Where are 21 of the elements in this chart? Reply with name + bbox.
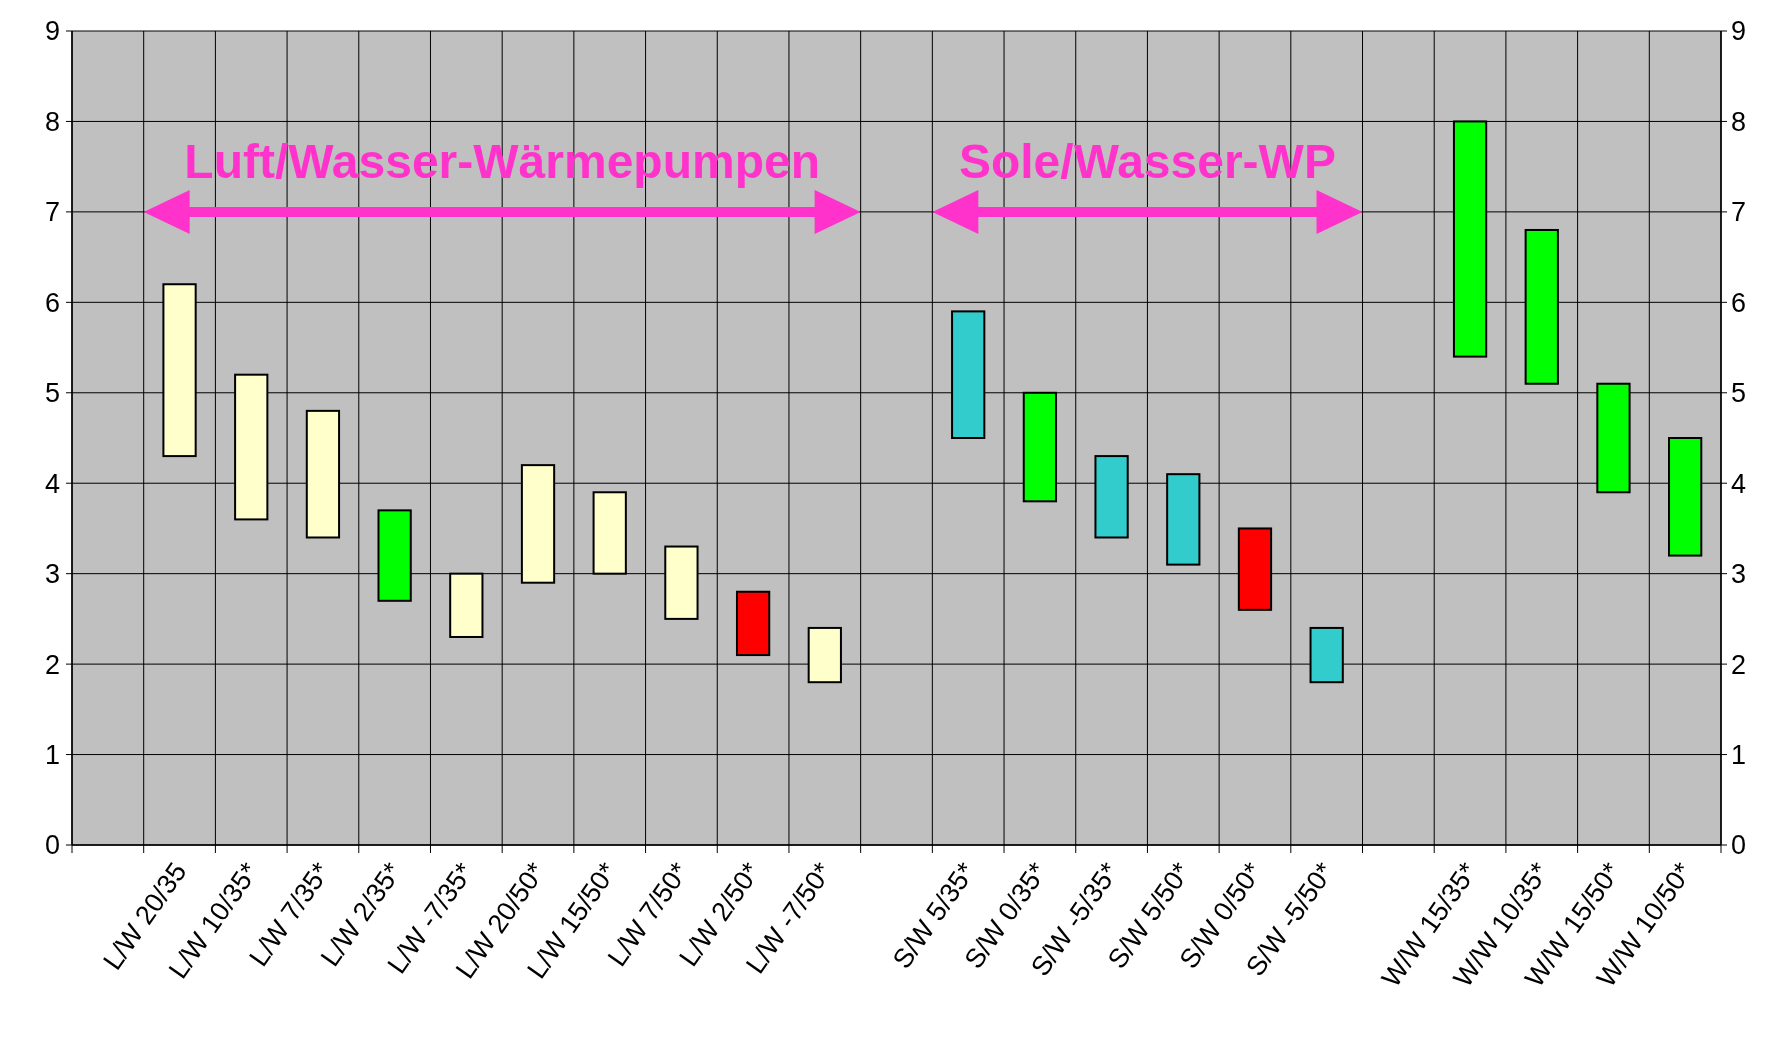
- y2-tick-label: 2: [1731, 649, 1747, 680]
- y-tick-label: 6: [44, 287, 60, 318]
- y2-tick-label: 4: [1731, 468, 1747, 499]
- y2-tick-label: 1: [1731, 740, 1747, 771]
- y-tick-label: 9: [44, 16, 60, 47]
- y-tick-label: 8: [44, 106, 60, 137]
- y2-tick-label: 7: [1731, 197, 1747, 228]
- bar: [735, 590, 771, 657]
- y2-tick-label: 0: [1731, 830, 1747, 861]
- y-tick-label: 0: [44, 830, 60, 861]
- y-tick-label: 3: [44, 559, 60, 590]
- y-tick-label: 7: [44, 197, 60, 228]
- y-tick-label: 5: [44, 378, 60, 409]
- y2-tick-label: 8: [1731, 106, 1747, 137]
- y-tick-label: 1: [44, 740, 60, 771]
- y-tick-label: 4: [44, 468, 60, 499]
- y-tick-label: 2: [44, 649, 60, 680]
- y2-tick-label: 9: [1731, 16, 1747, 47]
- y2-tick-label: 6: [1731, 287, 1747, 318]
- y2-tick-label: 5: [1731, 378, 1747, 409]
- y2-tick-label: 3: [1731, 559, 1747, 590]
